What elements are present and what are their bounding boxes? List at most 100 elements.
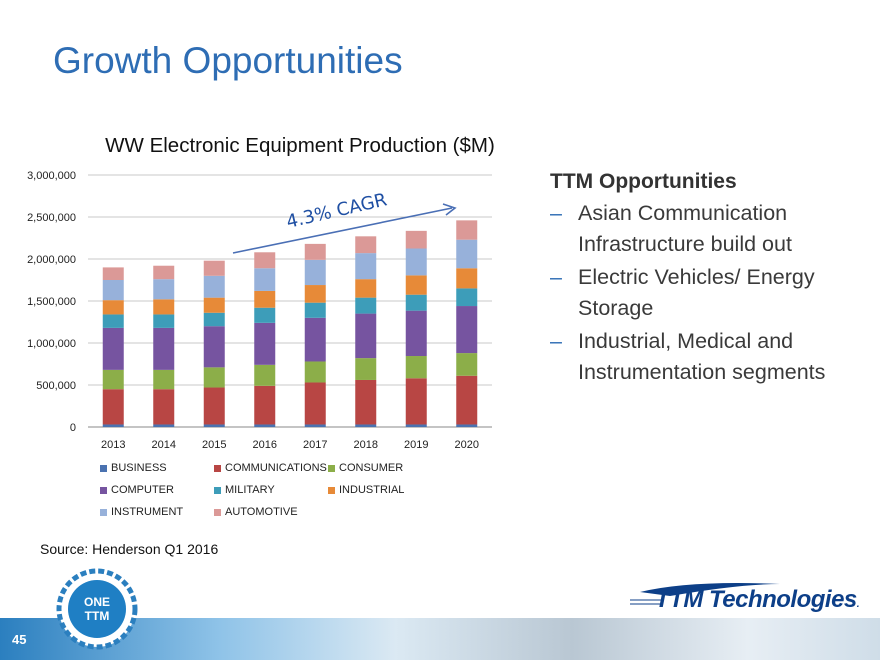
bar-segment-industrial [405,275,427,295]
dash-bullet: – [550,265,562,289]
x-tick-label: 2020 [455,439,479,451]
x-tick-label: 2015 [202,439,226,451]
legend-swatch [100,508,107,516]
legend-swatch [328,486,335,494]
bar-segment-consumer [203,367,225,388]
legend-item: AUTOMOTIVE [214,506,298,518]
bar-segment-automotive [405,230,427,249]
bar-segment-military [456,288,478,307]
opportunities-list: – Asian Communication Infrastructure buil… [550,198,860,388]
legend-label: AUTOMOTIVE [225,506,298,518]
bar-segment-military [405,294,427,311]
x-tick-label: 2014 [152,439,176,451]
opportunity-text: Asian Communication Infrastructure build… [578,201,792,256]
legend-swatch [100,486,107,494]
cagr-arrow [232,207,453,254]
legend-swatch [328,464,335,472]
bar-segment-business [254,424,276,427]
bar-segment-business [405,424,427,427]
dash-bullet: – [550,201,562,225]
bar-segment-military [153,314,175,328]
bar-segment-automotive [304,243,326,260]
bar-segment-military [355,297,377,314]
bar-segment-computer [102,327,124,370]
bar-segment-computer [456,306,478,354]
bar-segment-automotive [102,267,124,280]
y-tick-label: 500,000 [36,380,76,392]
bar-segment-communications [304,382,326,425]
bar-segment-communications [355,379,377,425]
bar-segment-instrument [153,279,175,300]
x-tick-label: 2019 [404,439,428,451]
legend-item: COMPUTER [100,484,174,496]
legend-item: CONSUMER [328,462,403,474]
legend-label: INSTRUMENT [111,506,184,518]
bar-segment-consumer [405,356,427,379]
opportunity-item: – Electric Vehicles/ Energy Storage [550,262,860,324]
legend-item: MILITARY [214,484,275,496]
bar-segment-business [355,424,377,427]
bar-segment-computer [405,310,427,357]
legend-item: INSTRUMENT [100,506,183,518]
y-tick-label: 2,000,000 [27,254,76,266]
legend-label: CONSUMER [339,462,404,474]
bar-segment-automotive [153,265,175,280]
bar-segment-military [203,312,225,327]
bar-segment-computer [153,327,175,370]
legend-label: COMMUNICATIONS [225,462,327,474]
legend-item: INDUSTRIAL [328,484,404,496]
cagr-arrowhead [442,203,457,216]
page-title: Growth Opportunities [53,40,403,81]
legend-swatch [214,464,221,472]
opportunity-text: Electric Vehicles/ Energy Storage [578,265,815,320]
opportunities-heading: TTM Opportunities [550,170,737,193]
legend-label: BUSINESS [111,462,167,474]
bar-segment-instrument [254,268,276,291]
bar-segment-industrial [102,300,124,315]
stacked-bar-chart: 0 500,000 1,000,000 1,500,000 2,000,000 2,500… [27,170,492,451]
opportunity-item: – Industrial, Medical and Instrumentation… [550,326,860,388]
x-tick-label: 2013 [101,439,125,451]
bar-segment-communications [254,385,276,425]
bar-segment-computer [304,317,326,362]
bar-segment-automotive [203,260,225,276]
y-tick-label: 3,000,000 [27,170,76,182]
cagr-annotation: 4.3% CAGR [284,189,389,233]
x-tick-label: 2016 [253,439,277,451]
bar-segment-military [304,302,326,318]
bar-segment-industrial [254,290,276,308]
bar-segment-industrial [153,299,175,315]
bar-segment-consumer [254,364,276,386]
ttm-logo-swoosh [630,583,780,605]
bar-segment-computer [254,322,276,365]
opportunity-text: Industrial, Medical and Instrumentation … [578,329,826,384]
bar-segment-industrial [456,268,478,289]
bar-segment-communications [203,387,225,425]
bar-segment-industrial [355,279,377,298]
bar-segment-consumer [102,369,124,390]
legend-item: COMMUNICATIONS [214,462,327,474]
bar-segment-business [203,424,225,427]
bar-segment-automotive [254,252,276,269]
bar-segment-instrument [203,275,225,298]
bar-segment-business [153,424,175,427]
bar-segment-instrument [304,259,326,286]
bar-segment-industrial [203,297,225,313]
bar-segment-communications [102,389,124,425]
bar-segment-military [254,307,276,323]
company-logo-text: TTM Technologies. [655,586,860,613]
legend-label: COMPUTER [111,484,174,496]
legend-item: BUSINESS [100,462,167,474]
opportunities-panel: TTM Opportunities – Asian Communication I… [550,170,860,390]
legend-label: MILITARY [225,484,275,496]
bar-segment-military [102,314,124,328]
bar-segment-instrument [102,280,124,301]
bar-segment-communications [405,378,427,425]
bar-segment-business [304,424,326,427]
bar-segment-consumer [355,358,377,380]
x-tick-label: 2018 [354,439,378,451]
one-ttm-text-1: ONE [84,595,110,609]
bar-segment-industrial [304,285,326,303]
bar-segment-instrument [405,248,427,276]
legend-swatch [214,486,221,494]
